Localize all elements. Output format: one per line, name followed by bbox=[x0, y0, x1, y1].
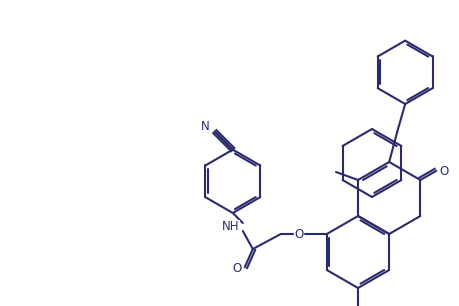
Text: O: O bbox=[438, 165, 448, 177]
Text: O: O bbox=[294, 227, 303, 241]
Text: NH: NH bbox=[222, 221, 239, 233]
Text: N: N bbox=[200, 120, 209, 133]
Text: O: O bbox=[232, 263, 241, 275]
